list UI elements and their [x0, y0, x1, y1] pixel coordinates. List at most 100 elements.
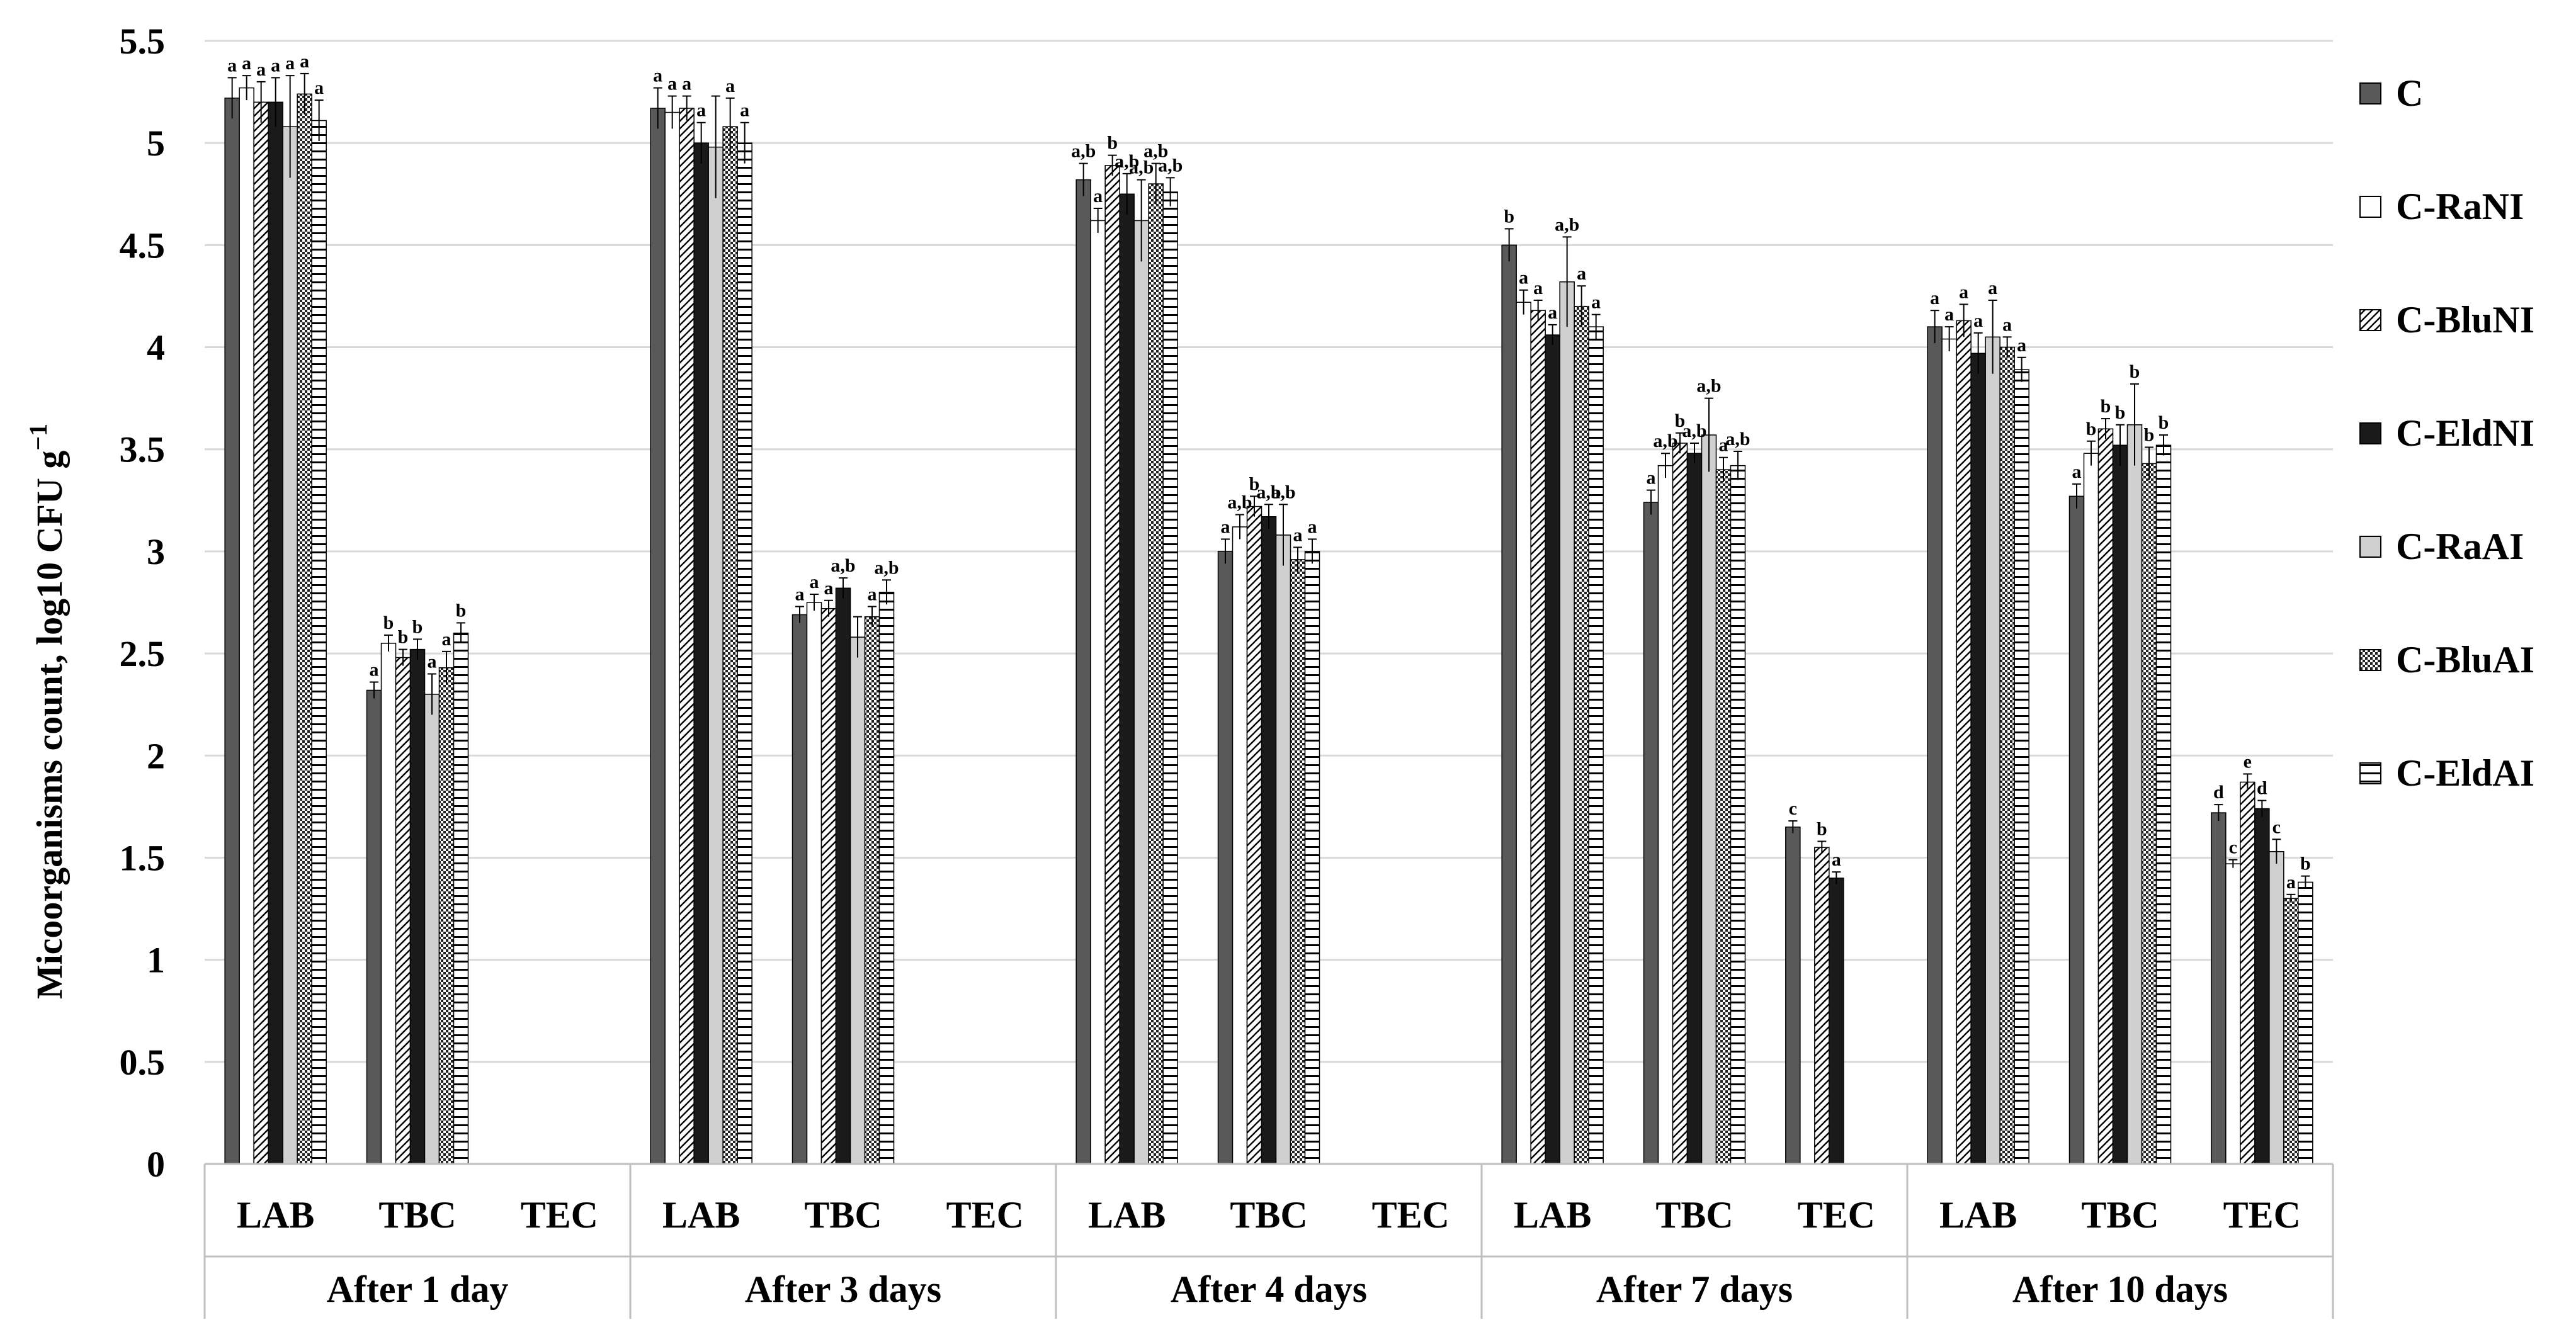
bar-c-rani [2083, 453, 2099, 1165]
significance-label: a [1944, 304, 1954, 325]
bar-c-raai [708, 146, 723, 1165]
error-bars [227, 72, 2310, 903]
bar-c-raai [1133, 220, 1149, 1165]
significance-label: a [1577, 263, 1586, 284]
bar-c-eldai [1162, 191, 1178, 1165]
legend-label-c-raai: C-RaAI [2396, 526, 2524, 567]
group-label-after-7-days: After 7 days [1596, 1268, 1793, 1310]
y-tick-label: 2.5 [120, 633, 166, 674]
bar-c-raai [1701, 434, 1717, 1165]
category-label-tbc: TBC [804, 1194, 882, 1236]
significance-label: c [1789, 798, 1797, 819]
legend-swatch-c [2359, 82, 2381, 104]
bar-c-eldai [2014, 369, 2029, 1165]
bar-c [1927, 326, 1943, 1165]
significance-label: a [314, 77, 324, 98]
significance-label: a [271, 55, 280, 76]
significance-label: a,b [1143, 141, 1168, 162]
significance-label: a [1293, 524, 1303, 545]
significance-label: c [2229, 837, 2237, 858]
legend-swatch-c-raai [2359, 536, 2381, 558]
bar-c-rani [1090, 220, 1106, 1165]
significance-label: b [398, 627, 409, 648]
y-axis-label-main: Micoorganisms count, log10 CFU g [29, 451, 70, 1000]
significance-label: a [2002, 314, 2012, 335]
bar-c-eldai [2298, 881, 2313, 1165]
significance-label: a [1719, 435, 1728, 456]
significance-label: a [1973, 310, 1983, 331]
category-label-lab: LAB [1514, 1194, 1591, 1236]
bar-c-raai [1559, 281, 1575, 1165]
legend-swatch-c-eldni [2359, 422, 2381, 444]
bar-c-eldai [1730, 465, 1746, 1165]
y-axis-label: Micoorganisms count, log10 CFU g−1 [24, 424, 70, 999]
bar-c-rani [1657, 465, 1674, 1165]
significance-label: a,b [1227, 492, 1252, 513]
bar-c-rani [380, 643, 397, 1165]
y-tick-label: 0.5 [120, 1042, 166, 1083]
significance-label: a [1221, 516, 1230, 537]
significance-label: a [740, 100, 749, 121]
significance-label: a [227, 55, 237, 76]
significance-label: a [428, 652, 437, 672]
significance-label: a,b [1158, 155, 1183, 176]
bar-c [792, 614, 808, 1165]
category-label-tbc: TBC [378, 1194, 456, 1236]
y-axis-label-superscript: −1 [24, 424, 52, 451]
bar-c-rani [1232, 526, 1248, 1165]
bar-c-bluni [1246, 505, 1262, 1165]
significance-label: a [653, 65, 662, 86]
bar-c [1785, 827, 1801, 1165]
significance-label: a [795, 584, 805, 604]
bar-c-rani [1941, 338, 1957, 1165]
bar-c-eldai [2155, 444, 2172, 1165]
category-label-lab: LAB [1939, 1194, 2017, 1236]
significance-label: d [2257, 778, 2267, 799]
bar-c-rani [664, 111, 680, 1165]
significance-label: a,b [1653, 431, 1677, 451]
significance-label: a [1533, 278, 1543, 298]
category-label-tec: TEC [521, 1194, 598, 1236]
bar-c [1075, 179, 1091, 1165]
significance-label: a [696, 100, 706, 121]
significance-label: a [1988, 278, 1997, 298]
significance-label: b [2086, 419, 2097, 439]
legend-label-c-bluai: C-BluAI [2396, 639, 2534, 680]
bar-c-raai [1985, 336, 2000, 1165]
bar-c-eldni [1970, 353, 1986, 1165]
significance-label: b [412, 616, 423, 637]
significance-label: a,b [1256, 482, 1281, 502]
bar-c-eldai [311, 120, 327, 1165]
bar-c [366, 689, 382, 1165]
bar-c-bluni [1814, 847, 1830, 1165]
significance-label: a,b [874, 557, 899, 578]
bar-c-eldni [1545, 334, 1560, 1165]
bar-c-bluai [1574, 305, 1589, 1165]
significance-label: a,b [1071, 141, 1096, 162]
y-tick-label: 3 [147, 531, 165, 572]
bar-c-eldai [453, 632, 469, 1165]
bar-c-bluni [2240, 781, 2255, 1165]
bar-c [1217, 551, 1234, 1165]
y-tick-label: 2 [147, 735, 165, 776]
legend-swatch-c-rani [2359, 196, 2381, 218]
significance-label: a [1093, 186, 1103, 206]
category-label-tec: TEC [1372, 1194, 1450, 1236]
significance-label: a [442, 629, 451, 650]
significance-label: b [1817, 819, 1827, 840]
bar-c-eldni [1686, 453, 1703, 1165]
legend-swatch-c-eldai [2359, 762, 2381, 784]
category-label-lab: LAB [1088, 1194, 1166, 1236]
y-tick-label: 1 [147, 940, 165, 981]
legend-swatch-c-bluai [2359, 649, 2381, 671]
significance-label: a [2286, 872, 2296, 893]
significance-label: a [242, 53, 251, 74]
y-axis-ticks: 0 0.5 1 1.5 2 2.5 3 3.5 4 4.5 5 5.5 [120, 21, 166, 1185]
bar-c-bluni [2097, 428, 2114, 1165]
bar-c-bluai [438, 667, 455, 1165]
bar-c-eldai [1588, 326, 1604, 1165]
bar-c-eldni [1829, 878, 1844, 1165]
bar-c [2211, 812, 2227, 1165]
bar-c-raai [282, 126, 298, 1165]
significance-label: a [1591, 292, 1601, 313]
